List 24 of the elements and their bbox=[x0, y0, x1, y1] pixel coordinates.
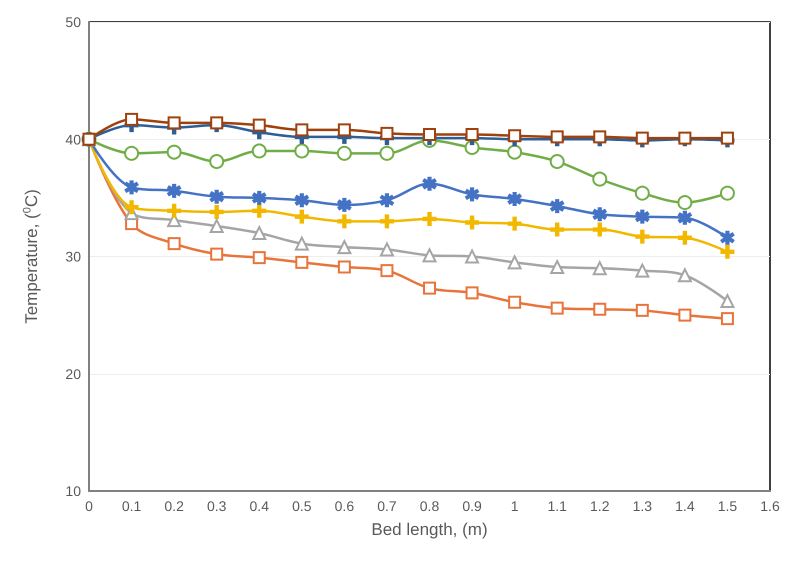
x-tick-label: 1.6 bbox=[760, 498, 780, 514]
y-tick-label: 20 bbox=[65, 366, 82, 382]
x-axis-title: Bed length, (m) bbox=[371, 520, 488, 539]
x-tick-label: 1.1 bbox=[547, 498, 568, 514]
x-tick-label: 0.4 bbox=[250, 498, 270, 514]
y-axis-title: Temperature, (0C) bbox=[22, 189, 41, 324]
x-tick-label: 1.2 bbox=[590, 498, 610, 514]
x-tick-label: 1 bbox=[510, 498, 519, 514]
x-tick-label: 0.5 bbox=[292, 498, 312, 514]
x-tick-label: 1.3 bbox=[632, 498, 652, 514]
x-tick-label: 0.2 bbox=[164, 498, 184, 514]
x-tick-label: 0.1 bbox=[122, 498, 142, 514]
x-tick-label: 1.4 bbox=[675, 498, 695, 514]
x-tick-label: 0.3 bbox=[206, 498, 227, 514]
y-tick-label: 10 bbox=[65, 483, 82, 499]
x-tick-label: 0.7 bbox=[377, 498, 397, 514]
x-tick-label: 0.9 bbox=[462, 498, 482, 514]
x-tick-label: 0.6 bbox=[334, 498, 354, 514]
x-tick-label: 0 bbox=[85, 498, 94, 514]
x-tick-label: 1.5 bbox=[718, 498, 738, 514]
y-tick-label: 40 bbox=[65, 131, 82, 148]
y-tick-label: 30 bbox=[65, 248, 82, 264]
x-tick-label: 0.8 bbox=[420, 498, 440, 514]
y-tick-label: 50 bbox=[65, 14, 82, 30]
